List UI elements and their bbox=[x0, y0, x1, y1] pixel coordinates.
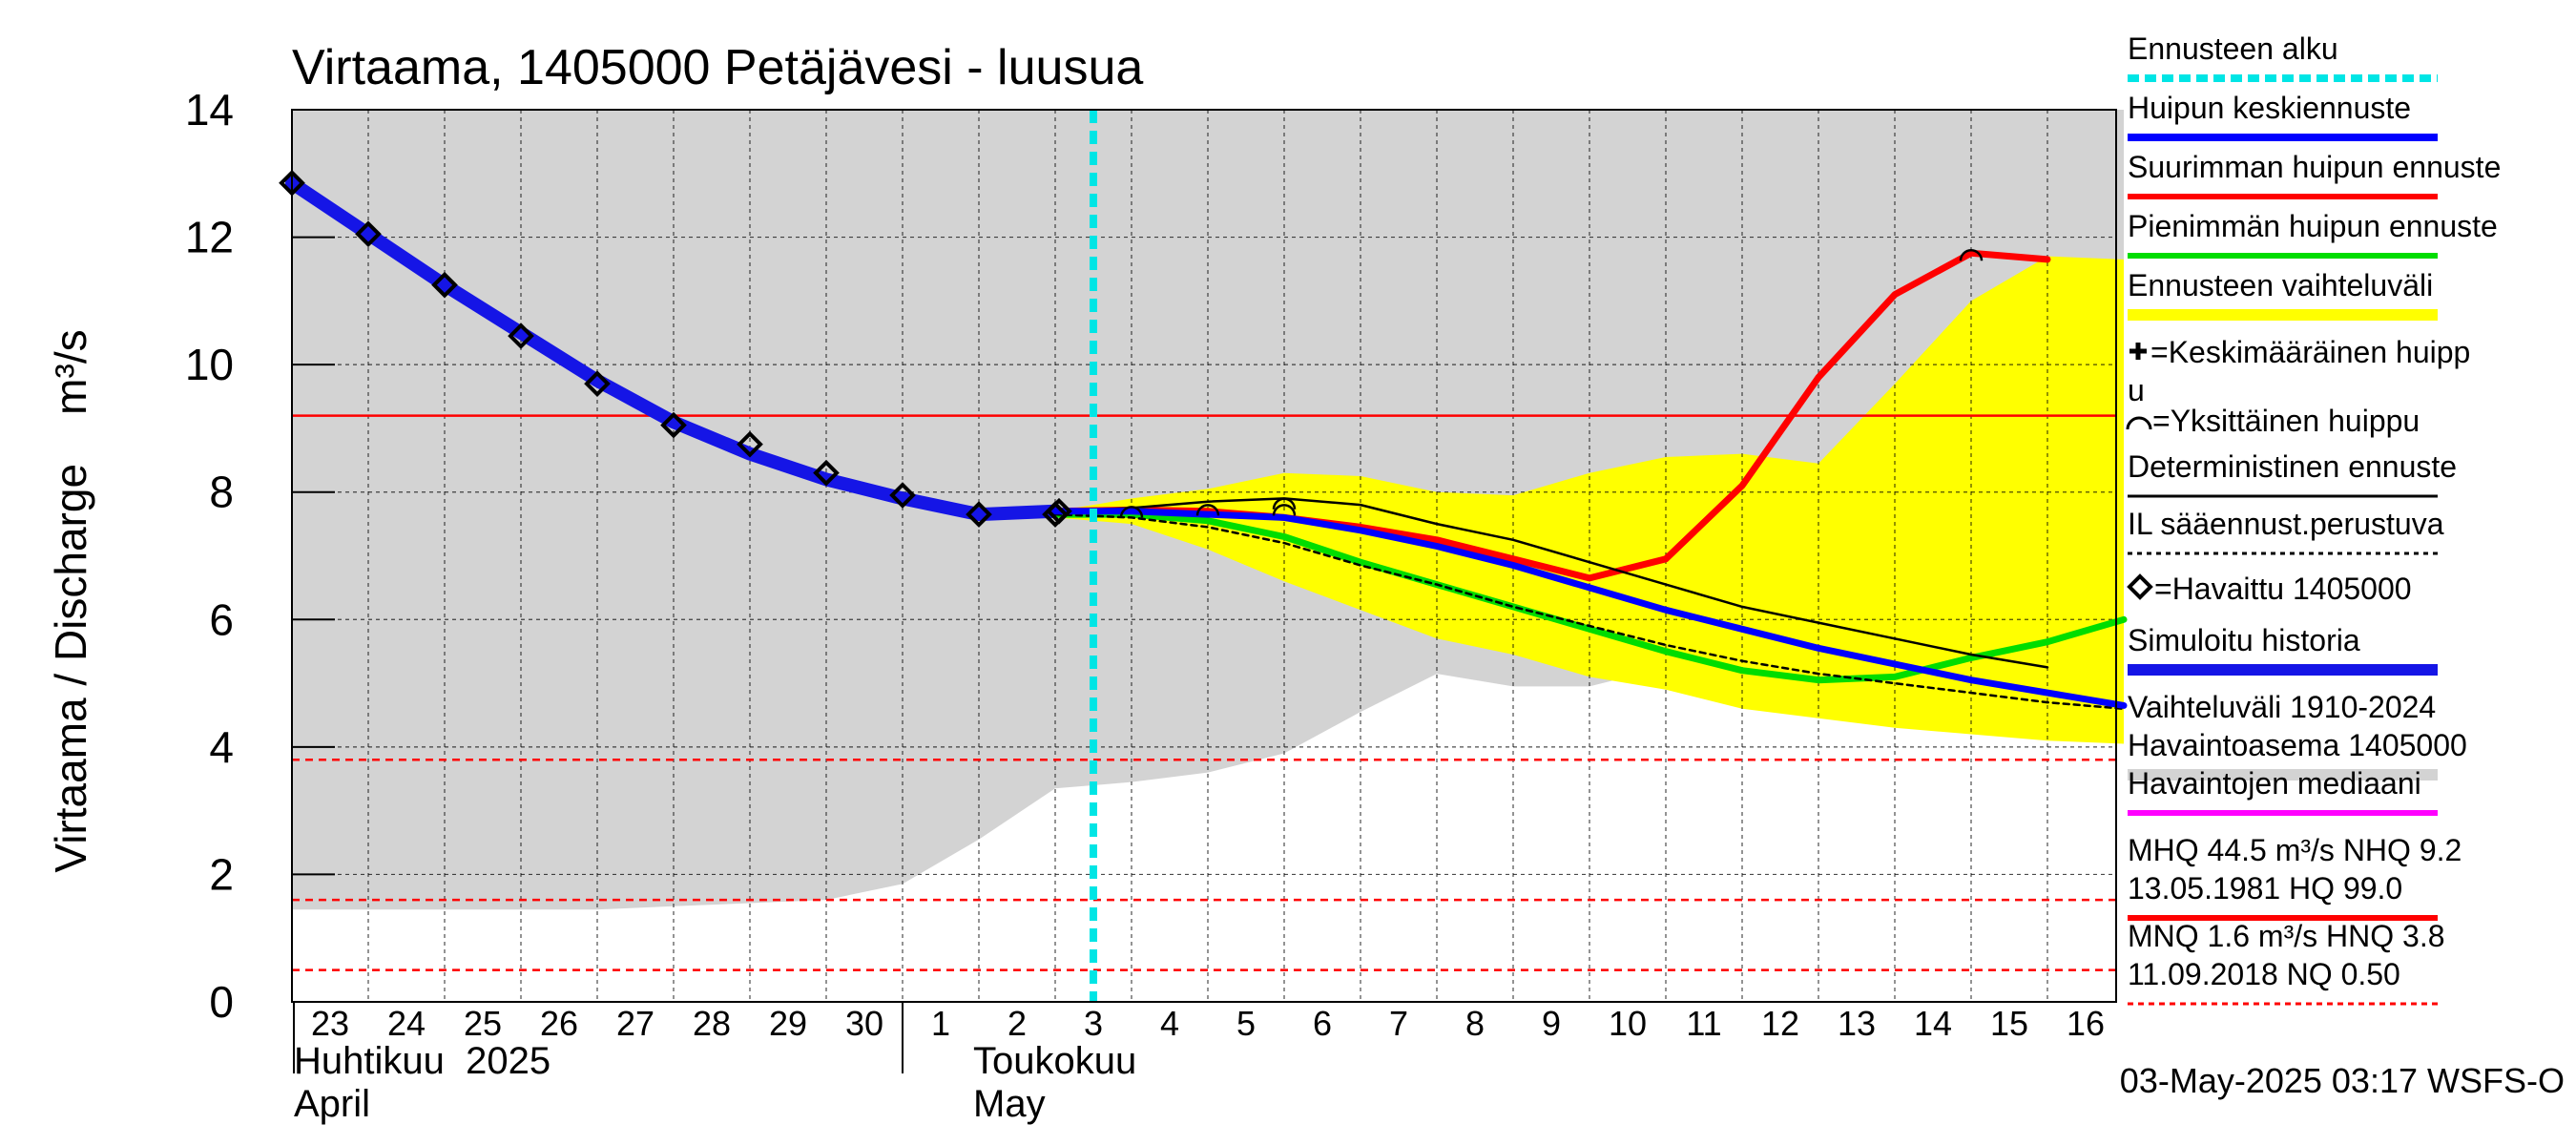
legend: Ennusteen alku Huipun keskiennuste Suurimm… bbox=[2126, 31, 2501, 1006]
x-axis-day-labels: 23 24 25 26 27 28 29 30 1 2 3 4 5 6 7 8 9 10 11 12 13 14 15 16 bbox=[293, 1002, 2105, 1073]
individual-peak-marker bbox=[1119, 506, 1144, 518]
x-tick-label: 23 bbox=[311, 1004, 349, 1043]
y-axis-label: Virtaama / Discharge m³/s bbox=[46, 329, 95, 872]
legend-label: Huipun keskiennuste bbox=[2128, 91, 2411, 125]
observed-point bbox=[1046, 497, 1072, 525]
x-tick-label: 27 bbox=[616, 1004, 654, 1043]
x-tick-label: 12 bbox=[1761, 1004, 1799, 1043]
y-axis-ticks: 0 2 4 6 8 10 12 14 bbox=[185, 85, 335, 1027]
x-tick-label: 4 bbox=[1160, 1004, 1179, 1043]
x-tick-label: 28 bbox=[693, 1004, 731, 1043]
x-tick-label: 29 bbox=[769, 1004, 807, 1043]
month-label-may-fi: Toukokuu bbox=[973, 1040, 1136, 1082]
grid bbox=[292, 110, 2116, 1002]
legend-marker-arc-icon bbox=[2126, 416, 2152, 430]
observed-point bbox=[660, 411, 687, 439]
y-tick-label: 8 bbox=[209, 468, 234, 517]
legend-label: MHQ 44.5 m³/s NHQ 9.2 bbox=[2128, 833, 2462, 867]
individual-peak-marker bbox=[1272, 497, 1297, 510]
legend-marker-plus-icon bbox=[2129, 343, 2147, 360]
x-tick-label: 25 bbox=[464, 1004, 502, 1043]
x-tick-label: 10 bbox=[1609, 1004, 1647, 1043]
series-line-il-s-ennust-perustuva bbox=[1053, 512, 2126, 711]
x-tick-label: 30 bbox=[845, 1004, 883, 1043]
x-tick-label: 24 bbox=[387, 1004, 426, 1043]
y-tick-label: 0 bbox=[209, 977, 234, 1027]
y-tick-label: 14 bbox=[185, 85, 234, 135]
x-tick-label: 11 bbox=[1686, 1004, 1721, 1043]
x-tick-label: 9 bbox=[1542, 1004, 1561, 1043]
legend-label: Ennusteen alku bbox=[2128, 31, 2338, 66]
y-tick-label: 2 bbox=[209, 849, 234, 899]
series-line-deterministinen-ennuste bbox=[1053, 497, 2049, 669]
legend-label: Vaihteluväli 1910-2024 bbox=[2128, 690, 2436, 724]
legend-label: =Keskimääräinen huipp bbox=[2150, 335, 2470, 369]
observed-point bbox=[508, 323, 534, 349]
x-tick-label: 15 bbox=[1990, 1004, 2028, 1043]
legend-label-continued: 13.05.1981 HQ 99.0 bbox=[2128, 871, 2402, 906]
month-label-april-en: April bbox=[294, 1083, 370, 1125]
individual-peak-marker bbox=[1272, 504, 1297, 516]
observed-point bbox=[966, 501, 992, 528]
series-line-pienimm-n-huipun-ennuste bbox=[1051, 510, 2128, 684]
footer-timestamp: 03-May-2025 03:17 WSFS-O bbox=[2120, 1061, 2565, 1100]
legend-label-continued: u bbox=[2128, 373, 2145, 407]
observed-point bbox=[431, 271, 458, 299]
observed-point bbox=[584, 370, 611, 398]
x-tick-label: 13 bbox=[1838, 1004, 1876, 1043]
legend-label: Havaintojen mediaani bbox=[2128, 766, 2421, 801]
x-tick-label: 1 bbox=[931, 1004, 950, 1043]
legend-label: =Havaittu 1405000 bbox=[2154, 572, 2412, 606]
x-tick-label: 26 bbox=[540, 1004, 578, 1043]
legend-label: Suurimman huipun ennuste bbox=[2128, 150, 2501, 184]
legend-label: Ennusteen vaihteluväli bbox=[2128, 268, 2433, 302]
legend-label: MNQ 1.6 m³/s HNQ 3.8 bbox=[2128, 919, 2445, 953]
plot-frame bbox=[291, 109, 2117, 1003]
y-tick-label: 4 bbox=[209, 722, 234, 772]
plot-area bbox=[279, 109, 2128, 1003]
y-tick-label: 12 bbox=[185, 213, 234, 262]
legend-label: IL sääennust.perustuva bbox=[2128, 507, 2444, 541]
legend-label: =Yksittäinen huippu bbox=[2152, 404, 2420, 438]
month-label-april-fi: Huhtikuu 2025 bbox=[294, 1040, 551, 1082]
series-line-huipun-keskiennuste bbox=[1051, 508, 2128, 709]
x-tick-label: 5 bbox=[1236, 1004, 1256, 1043]
legend-label-continued: Havaintoasema 1405000 bbox=[2128, 728, 2467, 762]
y-tick-label: 6 bbox=[209, 594, 234, 644]
legend-marker-diamond-icon bbox=[2127, 573, 2153, 600]
observed-point bbox=[813, 459, 840, 487]
month-label-may-en: May bbox=[973, 1083, 1046, 1125]
legend-label: Deterministinen ennuste bbox=[2128, 449, 2457, 484]
individual-peak-marker bbox=[1959, 249, 1984, 261]
series-line-simuloitu-historia bbox=[285, 176, 1062, 522]
legend-label: Pienimmän huipun ennuste bbox=[2128, 209, 2498, 243]
individual-peak-marker bbox=[1195, 504, 1220, 516]
x-axis-month-labels: Huhtikuu 2025 April Toukokuu May bbox=[294, 1040, 1136, 1125]
legend-label: Simuloitu historia bbox=[2128, 623, 2360, 657]
x-tick-label: 14 bbox=[1914, 1004, 1952, 1043]
observed-point bbox=[737, 430, 763, 458]
x-tick-label: 8 bbox=[1465, 1004, 1485, 1043]
x-tick-label: 3 bbox=[1084, 1004, 1103, 1043]
observed-point bbox=[355, 220, 382, 248]
x-tick-label: 6 bbox=[1313, 1004, 1332, 1043]
chart-title: Virtaama, 1405000 Petäjävesi - luusua bbox=[292, 40, 1143, 95]
observed-point bbox=[889, 482, 916, 509]
y-tick-label: 10 bbox=[185, 340, 234, 389]
x-tick-label: 7 bbox=[1389, 1004, 1408, 1043]
legend-label-continued: 11.09.2018 NQ 0.50 bbox=[2128, 957, 2400, 991]
x-tick-label: 16 bbox=[2067, 1004, 2105, 1043]
x-tick-label: 2 bbox=[1008, 1004, 1027, 1043]
